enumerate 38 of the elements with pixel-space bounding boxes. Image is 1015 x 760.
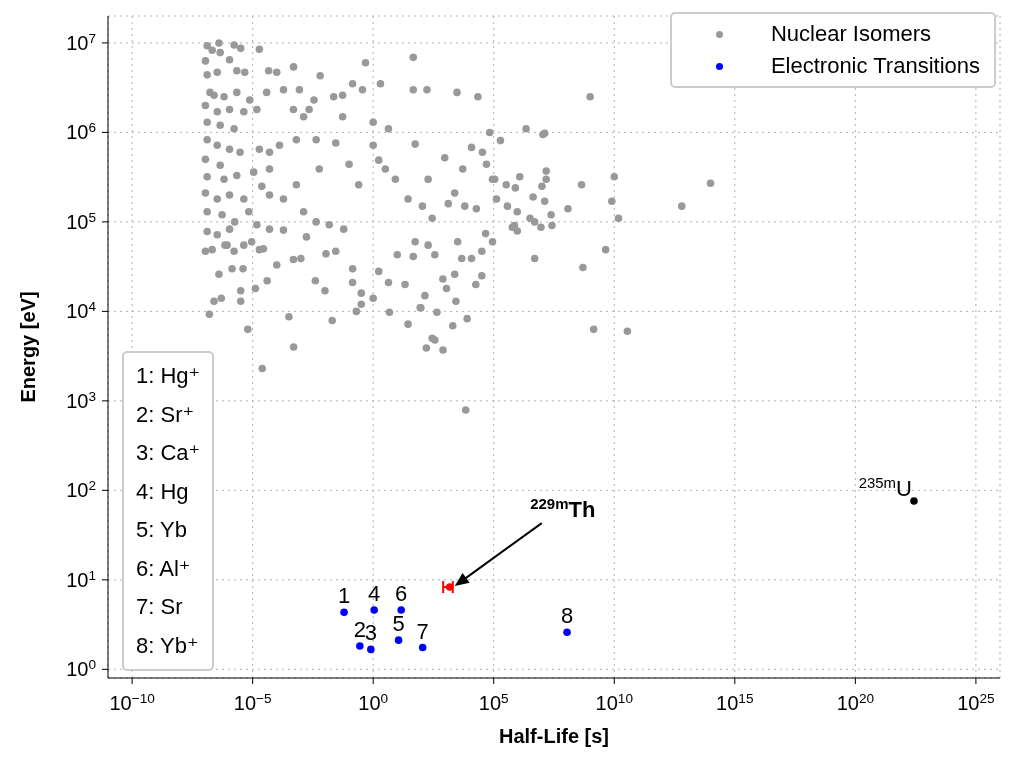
y-tick-label: 10$^{6}$ [66,119,96,144]
y-tick-label: 10$^{1}$ [66,567,96,591]
x-tick-label: 10$^{−5}$ [233,690,272,714]
annotation: 6 [395,581,408,607]
annotation: 3 [364,620,377,646]
annotation: 8: Yb⁺ [136,631,200,660]
annotation: 4 [368,581,381,607]
annotation: 7: Sr [136,593,184,621]
annotation: 3: Ca⁺ [136,439,201,467]
y-tick-label: 10$^{3}$ [66,388,96,412]
x-tick-label: 10$^{20}$ [836,690,875,714]
y-tick-label: 10$^{2}$ [66,477,96,502]
annotation: 2 [353,617,366,643]
annotation: 1 [337,583,351,609]
x-tick-label: 10$^{5}$ [478,690,509,714]
x-tick-label: 10$^{0}$ [358,690,389,714]
annotation: 1: Hg⁺ [136,362,201,390]
annotation: 2: Sr⁺ [136,400,196,429]
x-tick-label: 10$^{10}$ [595,690,634,714]
y-tick-label: 10$^{7}$ [66,30,96,54]
annotation: $^{235m}$U [858,473,912,502]
annotation: 5 [392,611,405,637]
annotation: 4: Hg [136,477,190,506]
annotation: 8 [560,603,574,629]
y-tick-label: 10$^{4}$ [66,298,97,323]
x-tick-label: 10$^{25}$ [957,690,995,714]
annotation: 7 [416,618,429,644]
y-tick-label: 10$^{5}$ [66,209,96,233]
legend-label: Nuclear Isomers [770,20,932,48]
annotation: 5: Yb [136,516,188,544]
x-axis-title: Half-Life [s] [499,725,609,747]
legend-label: Electronic Transitions [770,52,980,80]
annotation: $^{229m}$Th [530,494,596,523]
y-tick-label: 10$^{0}$ [66,656,97,681]
x-tick-label: 10$^{15}$ [716,690,754,714]
annotation: 6: Al⁺ [136,554,192,583]
x-tick-label: 10$^{−10}$ [109,690,156,714]
y-axis-title: Energy [eV] [17,291,40,403]
